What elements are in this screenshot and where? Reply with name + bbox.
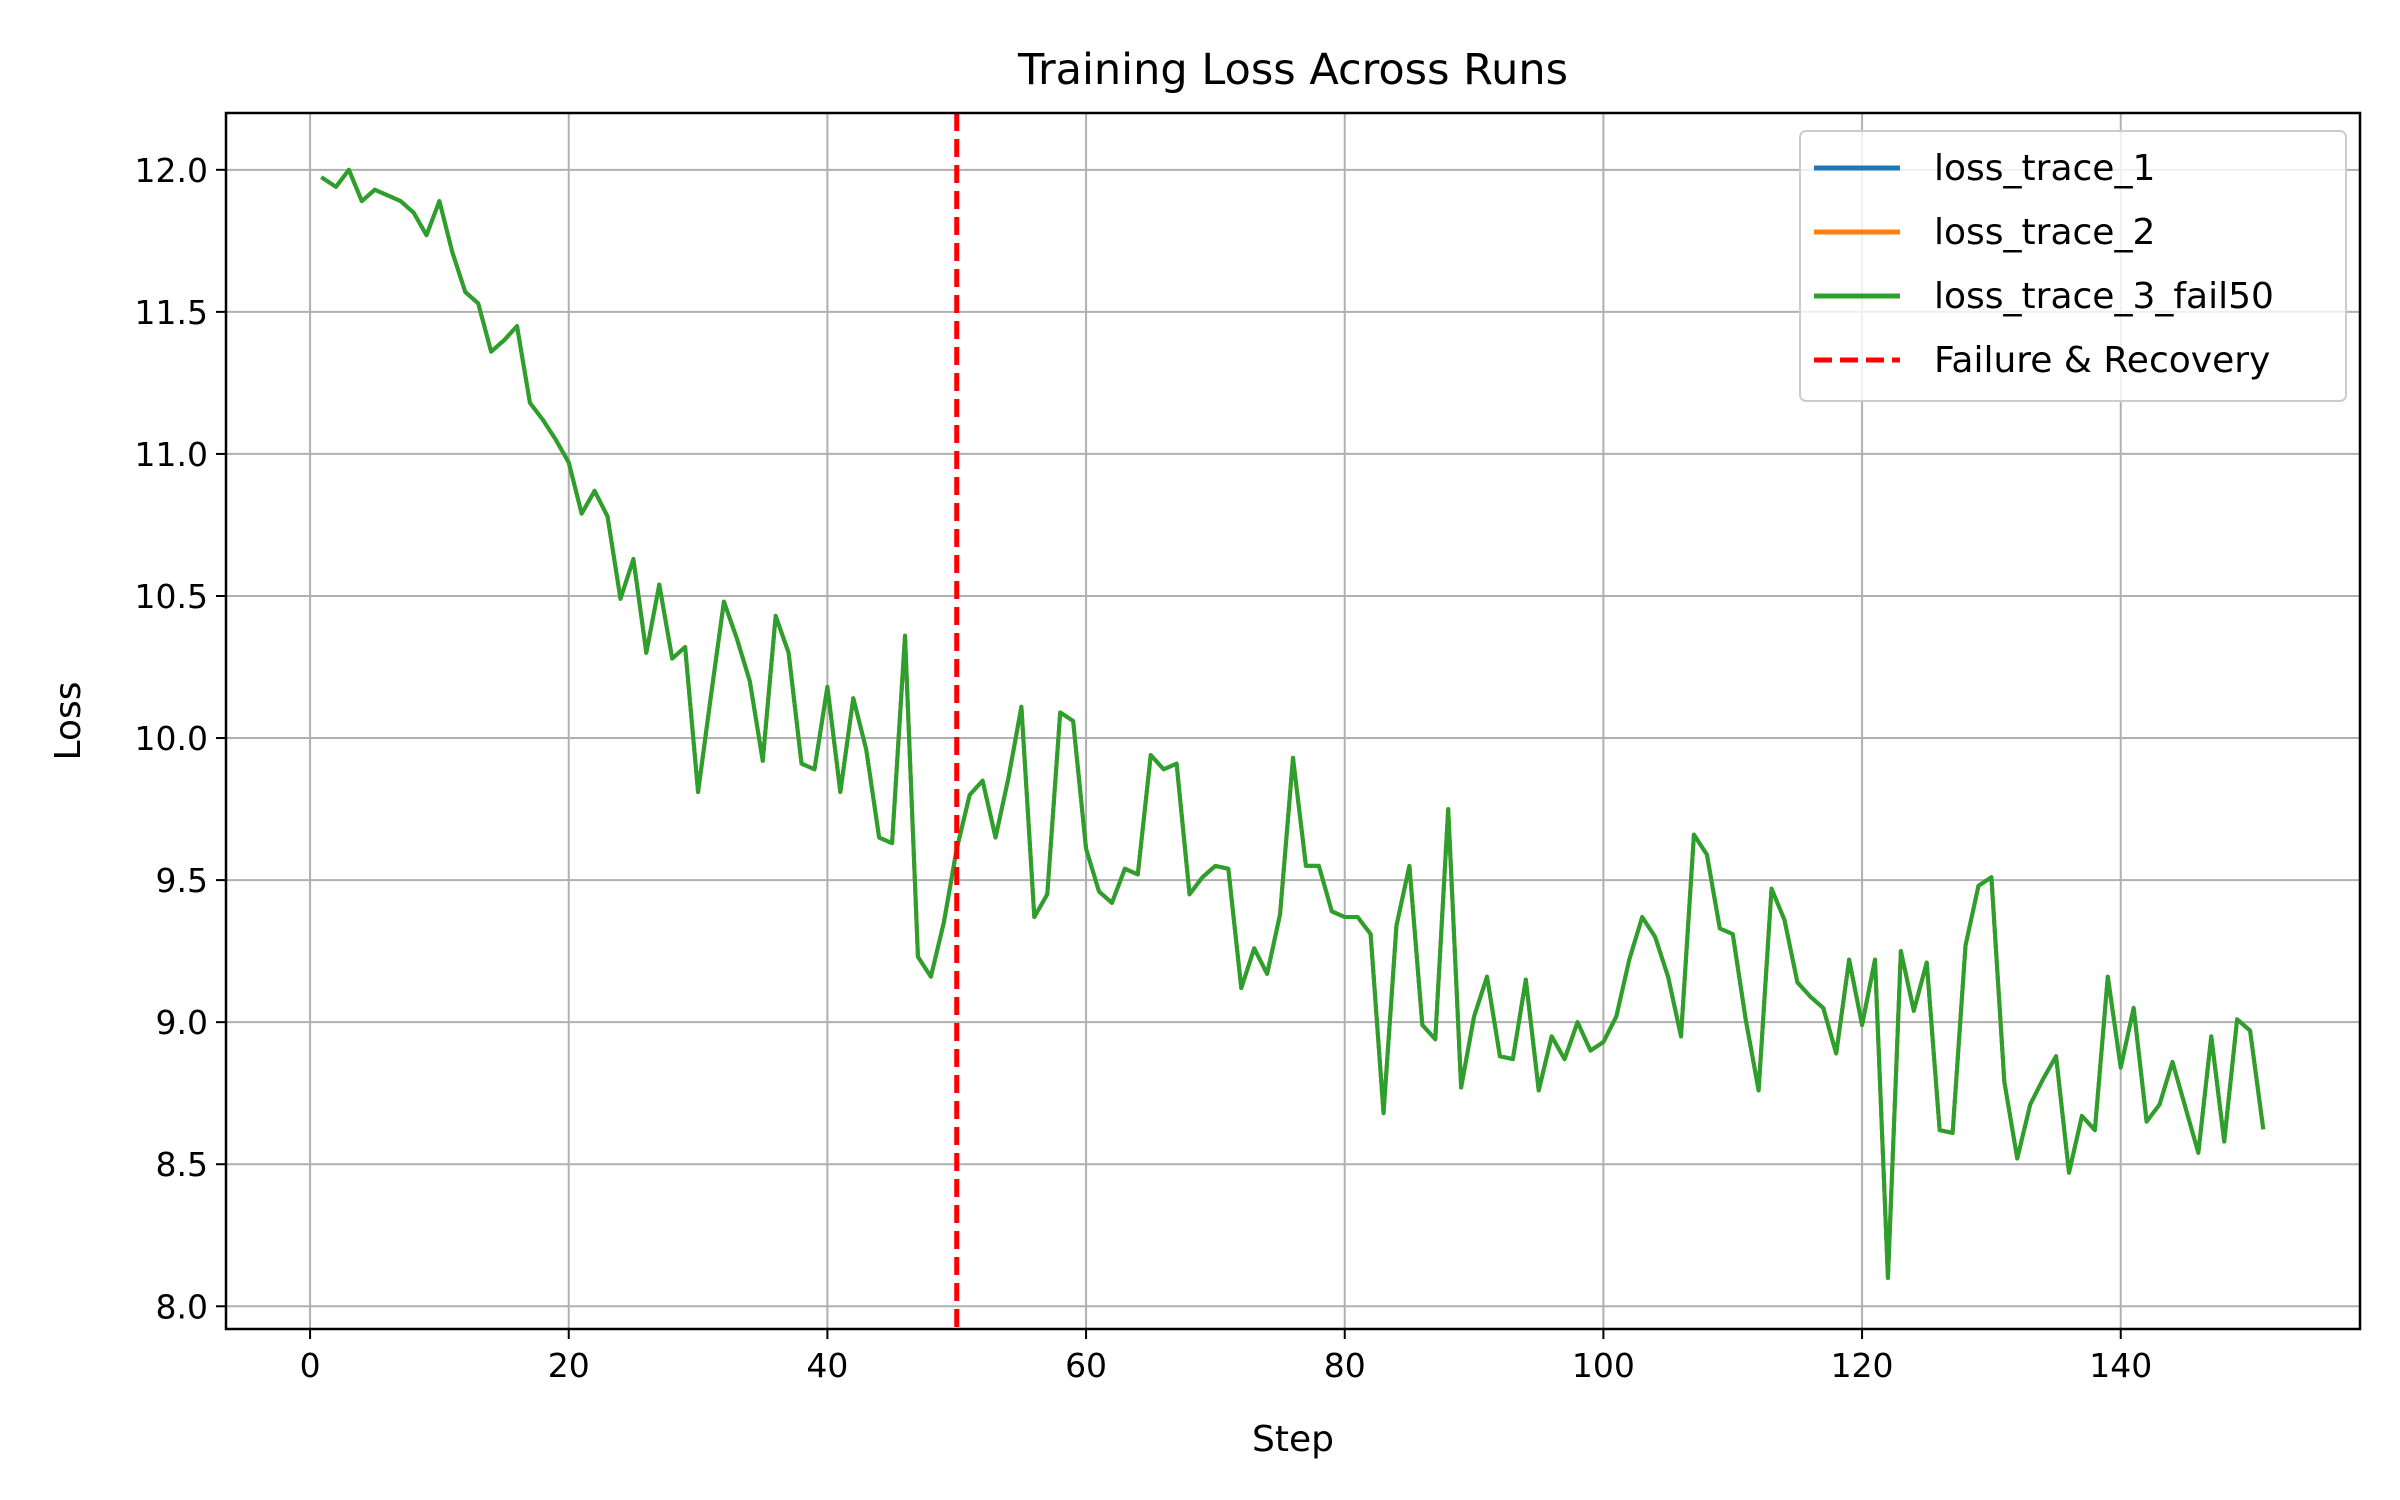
- y-tick-label: 10.0: [135, 719, 208, 758]
- series-lines: [320, 167, 2266, 1280]
- legend-label: loss_trace_1: [1934, 148, 2155, 189]
- chart-title: Training Loss Across Runs: [1017, 45, 1568, 95]
- legend-box: [1799, 130, 2347, 402]
- x-axis-label: Step: [1252, 1419, 1334, 1460]
- x-tick-label: 120: [1831, 1346, 1894, 1385]
- y-tick-label: 11.0: [135, 435, 208, 474]
- y-tick-label: 8.5: [156, 1145, 208, 1184]
- x-tick-label: 40: [806, 1346, 848, 1385]
- x-tick-label: 20: [548, 1346, 590, 1385]
- legend-label: Failure & Recovery: [1934, 340, 2270, 381]
- y-tick-label: 9.0: [156, 1003, 208, 1042]
- legend: loss_trace_1 loss_trace_2 loss_trace_3_fai…: [1799, 130, 2347, 402]
- y-tick-label: 8.0: [156, 1287, 208, 1326]
- x-tick-label: 0: [300, 1346, 321, 1385]
- x-tick-label: 140: [2089, 1346, 2152, 1385]
- legend-label: loss_trace_3_fail50: [1934, 276, 2274, 317]
- x-tick-label: 60: [1065, 1346, 1107, 1385]
- y-tick-label: 10.5: [135, 577, 208, 616]
- x-axis-ticks: 0 20 40 60 80 100 120 140: [300, 1329, 2152, 1385]
- plot-frame: [224, 111, 2362, 1331]
- y-axis-label: Loss: [48, 682, 89, 761]
- y-axis-ticks: 8.0 8.5 9.0 9.5 10.0 10.5 11.0 11.5 12.0: [135, 151, 226, 1326]
- y-tick-label: 12.0: [135, 151, 208, 190]
- x-tick-label: 80: [1324, 1346, 1366, 1385]
- x-tick-label: 100: [1572, 1346, 1635, 1385]
- y-tick-label: 9.5: [156, 861, 208, 900]
- series-line-loss-trace-3-fail50: [320, 167, 2266, 1280]
- legend-label: loss_trace_2: [1934, 212, 2155, 253]
- y-tick-label: 11.5: [135, 293, 208, 332]
